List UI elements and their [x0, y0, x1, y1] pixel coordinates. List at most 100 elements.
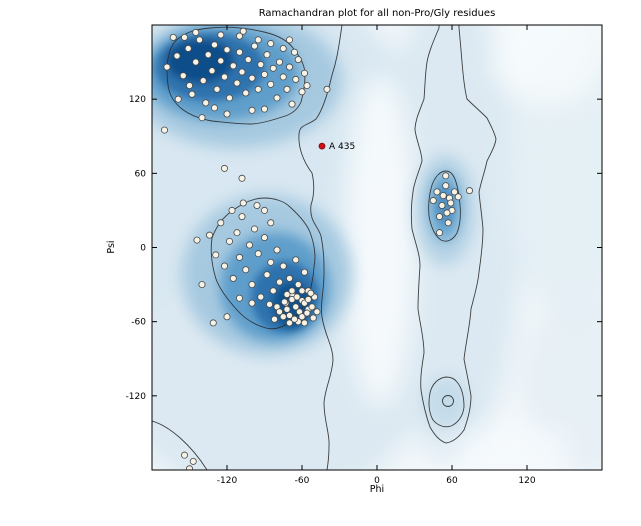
- residue-point: [273, 94, 281, 102]
- residue-point: [279, 262, 287, 270]
- residue-point: [279, 313, 287, 321]
- residue-point: [435, 229, 443, 237]
- residue-point: [300, 268, 308, 276]
- contour-line-alpha-inner: [210, 197, 316, 330]
- residue-point: [283, 85, 291, 93]
- residue-point: [210, 41, 218, 49]
- ticks-layer: -120 -60 0 60 120 -120 -60 0 60 120: [126, 25, 602, 486]
- residue-point: [173, 52, 181, 60]
- residue-point: [285, 319, 293, 327]
- residue-point: [235, 253, 243, 261]
- x-tick-label: 0: [374, 476, 380, 486]
- residue-point: [270, 315, 278, 323]
- residue-point: [288, 287, 296, 295]
- residue-point: [179, 72, 187, 80]
- residue-point: [275, 278, 283, 286]
- residue-point: [267, 40, 275, 48]
- residue-point: [267, 80, 275, 88]
- contour-line-left-handed-inner: [428, 170, 461, 242]
- residue-point: [303, 309, 311, 317]
- residue-point: [269, 64, 277, 72]
- residue-point: [292, 256, 300, 264]
- residue-point: [250, 225, 258, 233]
- residue-point: [160, 126, 168, 134]
- residue-point: [202, 99, 210, 107]
- residue-point: [254, 250, 262, 258]
- residue-point: [217, 219, 225, 227]
- x-tick-label: 60: [446, 476, 458, 486]
- residue-point: [248, 299, 256, 307]
- x-tick-label: -120: [217, 476, 238, 486]
- residue-point: [285, 63, 293, 71]
- residue-point: [254, 85, 262, 93]
- residue-point: [198, 281, 206, 289]
- residue-point: [438, 201, 446, 209]
- residue-point: [180, 451, 188, 459]
- contour-line-lower-right: [428, 376, 465, 428]
- residue-point: [198, 114, 206, 122]
- highlighted-residue-point: [318, 142, 326, 150]
- residue-point: [323, 85, 331, 93]
- residue-point: [450, 188, 458, 196]
- residue-point: [304, 295, 312, 303]
- residue-point: [169, 33, 177, 41]
- residue-point: [303, 82, 311, 90]
- plot-area: [152, 25, 602, 470]
- residue-point: [185, 82, 193, 90]
- residue-point: [239, 27, 247, 35]
- residue-point: [279, 73, 287, 81]
- residue-point: [217, 31, 225, 39]
- y-tick-label: -120: [126, 392, 147, 402]
- residue-point: [293, 293, 301, 301]
- residue-point: [193, 236, 201, 244]
- residue-point: [273, 246, 281, 254]
- residue-point: [298, 287, 306, 295]
- residue-point: [225, 94, 233, 102]
- residue-point: [279, 44, 287, 52]
- residue-point: [199, 77, 207, 85]
- residue-point: [233, 229, 241, 237]
- residue-point: [447, 199, 455, 207]
- residue-point: [257, 61, 265, 69]
- residue-point: [439, 192, 447, 200]
- residue-point: [210, 104, 218, 112]
- residue-point: [188, 90, 196, 98]
- residue-point: [184, 44, 192, 52]
- residue-point: [429, 197, 437, 205]
- residue-point: [283, 290, 291, 298]
- residue-point: [195, 36, 203, 44]
- x-tick-label: 120: [518, 476, 535, 486]
- contour-line-bottom-left: [152, 420, 208, 470]
- residue-point: [220, 73, 228, 81]
- residue-point: [308, 303, 316, 311]
- residue-point: [213, 85, 221, 93]
- residue-point: [444, 219, 452, 227]
- residue-point: [309, 314, 317, 322]
- residue-point: [292, 303, 300, 311]
- residue-point: [442, 172, 450, 180]
- residue-point: [290, 48, 298, 56]
- density-shading-pale: [152, 25, 602, 470]
- residue-point: [454, 193, 462, 201]
- residue-point: [242, 266, 250, 274]
- residue-point: [238, 174, 246, 182]
- residue-point: [238, 68, 246, 76]
- residue-point: [192, 28, 200, 36]
- residue-point: [220, 164, 228, 172]
- residue-point: [229, 274, 237, 282]
- contour-line-lower-right-core: [442, 395, 454, 407]
- residue-point: [435, 213, 443, 221]
- x-tick-label: -60: [295, 476, 310, 486]
- residue-point: [290, 315, 298, 323]
- residue-point: [180, 33, 188, 41]
- residue-point: [443, 209, 451, 217]
- residue-point: [235, 294, 243, 302]
- residue-point: [275, 308, 283, 316]
- residue-point: [285, 274, 293, 282]
- chart-title: Ramachandran plot for all non-Pro/Gly re…: [259, 8, 496, 19]
- residue-point: [228, 206, 236, 214]
- residue-point: [260, 206, 268, 214]
- residue-point: [292, 75, 300, 83]
- residue-point: [244, 56, 252, 64]
